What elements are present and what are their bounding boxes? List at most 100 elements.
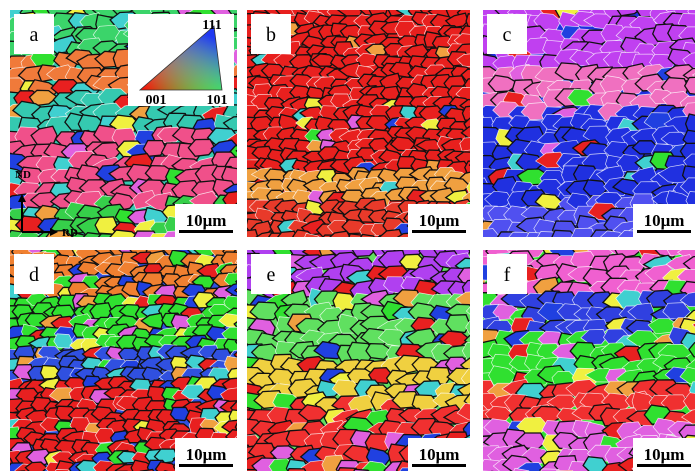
grain — [0, 140, 12, 158]
grain — [0, 129, 9, 147]
grain — [460, 137, 480, 151]
grain — [422, 0, 447, 6]
grain — [475, 0, 505, 10]
grain — [459, 0, 486, 8]
grain — [70, 0, 95, 5]
scale-bar-text: 10μm — [644, 445, 685, 464]
grain — [476, 0, 497, 7]
grain — [54, 334, 73, 348]
grain — [0, 378, 8, 394]
grain — [663, 0, 691, 5]
grain — [105, 236, 126, 247]
grain — [320, 235, 342, 248]
grain — [600, 0, 628, 9]
grain — [255, 0, 277, 8]
grain — [0, 167, 9, 185]
grain — [205, 235, 233, 253]
axis-label: ND — [15, 169, 31, 181]
panel-label: c — [503, 24, 512, 46]
grain — [464, 0, 484, 7]
scale-bar-text: 10μm — [419, 445, 460, 464]
grain — [224, 0, 249, 4]
grain — [553, 0, 578, 4]
grain — [397, 0, 418, 7]
grain — [11, 0, 43, 6]
grain — [369, 0, 394, 8]
grain — [1, 0, 32, 8]
grain — [378, 0, 403, 10]
grain — [134, 0, 163, 9]
grain — [235, 230, 258, 246]
grain — [209, 0, 239, 3]
scale-bar — [179, 230, 233, 233]
grain — [334, 0, 354, 5]
grain — [0, 244, 10, 260]
grain — [346, 0, 367, 5]
grain — [585, 0, 615, 9]
scale-bar — [179, 464, 233, 467]
grain — [0, 48, 10, 65]
grain — [408, 0, 428, 8]
grain — [677, 0, 695, 7]
scale-bar — [412, 230, 466, 233]
grain — [177, 0, 207, 5]
panel-label: d — [29, 264, 39, 286]
grain — [314, 0, 340, 9]
grain — [537, 0, 565, 2]
grain — [0, 0, 10, 8]
grain — [283, 0, 304, 7]
scale-bar — [637, 230, 691, 233]
grain — [99, 235, 119, 249]
scale-bar-text: 10μm — [419, 211, 460, 230]
axis-label: RD — [62, 227, 78, 239]
grain — [0, 312, 11, 326]
inset-label: 111 — [202, 18, 221, 33]
panel-label: a — [30, 24, 39, 46]
grain — [36, 0, 64, 6]
grain — [157, 236, 181, 247]
inset-label: 001 — [146, 93, 167, 108]
grain — [572, 0, 597, 7]
grain — [0, 304, 11, 319]
grain — [241, 0, 265, 6]
grain — [0, 254, 8, 268]
grain — [0, 388, 10, 402]
grain — [362, 0, 381, 6]
grain — [449, 0, 471, 7]
grain — [227, 0, 255, 6]
panel-label: e — [267, 264, 276, 286]
grain — [243, 0, 270, 8]
grain — [263, 0, 285, 7]
grain — [187, 0, 220, 9]
grain — [0, 208, 6, 227]
grain — [138, 0, 168, 7]
grain — [615, 0, 643, 5]
grain — [436, 0, 457, 7]
grain — [0, 327, 11, 342]
grain — [0, 234, 12, 247]
panel-label: f — [504, 264, 511, 286]
grain — [97, 0, 126, 3]
grain — [0, 371, 11, 384]
grain — [111, 0, 140, 5]
grain — [0, 409, 10, 425]
grain — [155, 0, 187, 7]
scale-bar-text: 10μm — [186, 211, 227, 230]
grain — [0, 28, 12, 46]
grain — [639, 0, 662, 9]
grain — [492, 0, 519, 4]
grain — [307, 0, 328, 6]
panel-label: b — [266, 24, 276, 46]
scale-bar — [637, 464, 691, 467]
grain — [656, 0, 681, 5]
scale-bar — [412, 464, 466, 467]
grain — [0, 92, 11, 109]
grain — [0, 39, 7, 54]
grain — [0, 420, 11, 435]
figure: a10μmb10μmc10μmd10μme10μmf10μm111001101N… — [0, 0, 695, 471]
grain — [85, 0, 114, 6]
scale-bar-text: 10μm — [186, 445, 227, 464]
grain — [462, 106, 482, 121]
grain — [0, 116, 11, 133]
scale-bar-text: 10μm — [644, 211, 685, 230]
